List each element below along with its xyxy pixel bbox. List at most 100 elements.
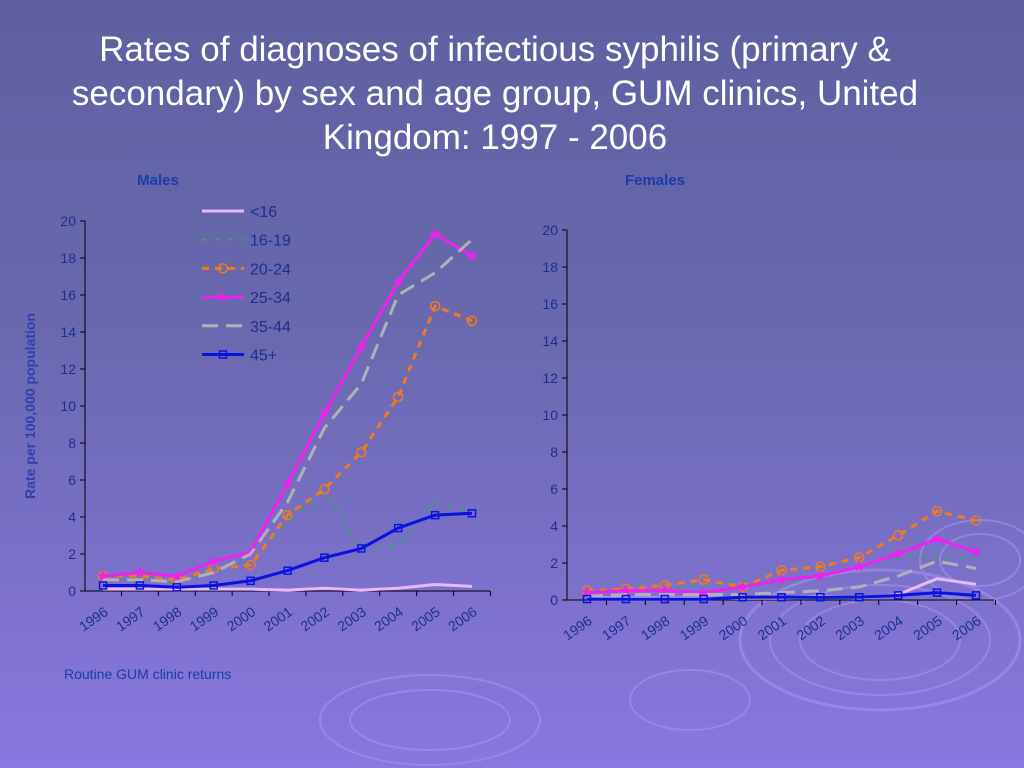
series-line [103, 583, 473, 592]
x-tick-label: 1997 [113, 603, 148, 634]
legend-item: 20-24 [202, 261, 291, 278]
data-point [660, 594, 670, 604]
data-point [318, 407, 330, 419]
y-tick-label: 20 [60, 213, 76, 229]
y-tick-label: 0 [550, 592, 558, 608]
slide-title: Rates of diagnoses of infectious syphili… [71, 30, 919, 157]
data-point [698, 574, 709, 585]
x-tick-label: 2004 [871, 612, 906, 643]
series-line [587, 591, 977, 601]
y-tick-label: 14 [60, 324, 76, 340]
data-point [245, 559, 256, 571]
series-45 [582, 588, 981, 604]
series-line [103, 511, 473, 589]
legend-item: 45+ [202, 348, 277, 365]
y-axis-label: Rate per 100,000 population [22, 313, 38, 499]
y-tick-label: 16 [542, 296, 558, 312]
series-2534 [581, 533, 982, 598]
data-point [582, 594, 592, 604]
data-point [816, 592, 825, 602]
series-3544 [586, 559, 977, 598]
data-point [931, 505, 943, 517]
data-point [357, 544, 366, 553]
legend: <16 16-19 20-24 25-34 35-44 45+ [202, 204, 291, 365]
x-tick-label: 2006 [445, 603, 480, 634]
x-tick-label: 1996 [560, 612, 595, 643]
series-line [103, 238, 474, 584]
x-tick-label: 2001 [261, 603, 296, 634]
data-point [467, 509, 477, 518]
data-point [932, 588, 942, 597]
legend-label: 25-34 [250, 290, 291, 307]
y-tick-label: 10 [60, 398, 76, 414]
data-point [282, 509, 293, 521]
y-tick-label: 16 [60, 287, 76, 303]
series-line [586, 559, 977, 598]
x-tick-label: 2000 [224, 603, 259, 634]
series-16 [103, 583, 473, 592]
y-tick-label: 18 [542, 259, 558, 275]
panel-title: Females [625, 172, 685, 189]
data-point [892, 530, 904, 541]
data-point [135, 581, 145, 590]
x-tick-label: 1999 [187, 603, 222, 634]
x-tick-label: 2001 [755, 612, 790, 643]
legend-label: 35-44 [250, 319, 291, 336]
source-note: Routine GUM clinic returns [64, 666, 232, 682]
data-point [281, 477, 294, 489]
data-point [430, 510, 440, 520]
series-45 [98, 509, 477, 592]
y-tick-label: 8 [550, 444, 558, 460]
data-point [931, 533, 943, 544]
x-tick-label: 2003 [832, 612, 867, 643]
x-tick-label: 2003 [334, 603, 369, 634]
x-tick-label: 1999 [677, 612, 712, 643]
data-point [893, 591, 903, 600]
y-tick-label: 4 [68, 509, 76, 525]
x-tick-label: 2000 [716, 612, 751, 643]
data-point [429, 228, 441, 239]
data-point [737, 581, 749, 592]
data-point [892, 548, 904, 559]
data-point [738, 592, 747, 602]
data-point [621, 594, 631, 604]
data-point [855, 592, 864, 602]
legend-item: 35-44 [202, 319, 291, 336]
x-tick-label: 1996 [76, 603, 111, 634]
y-tick-label: 20 [542, 222, 558, 238]
y-tick-label: 0 [68, 583, 76, 599]
y-tick-label: 2 [68, 546, 76, 562]
data-point [393, 523, 403, 533]
data-point [853, 560, 865, 572]
legend-marker [217, 291, 229, 302]
data-point [283, 566, 292, 575]
data-point [429, 300, 441, 312]
data-point [775, 573, 788, 585]
legend-label: <16 [250, 204, 277, 221]
data-point [466, 250, 478, 261]
data-point [392, 391, 404, 402]
legend-marker [217, 263, 229, 274]
series-3544 [103, 238, 474, 584]
y-tick-label: 8 [68, 435, 76, 451]
series-2534 [97, 228, 478, 581]
y-tick-label: 6 [68, 472, 76, 488]
y-tick-label: 18 [60, 250, 76, 266]
data-point [356, 447, 367, 458]
data-point [246, 576, 255, 586]
x-tick-label: 2002 [297, 603, 332, 634]
data-point [208, 555, 220, 567]
data-point [814, 570, 826, 581]
y-tick-label: 6 [550, 481, 558, 497]
legend-item: <16 [202, 204, 277, 221]
data-point [320, 553, 329, 562]
data-point [319, 484, 330, 495]
legend-label: 45+ [250, 348, 277, 365]
x-tick-label: 1997 [599, 612, 634, 643]
series-line [102, 232, 473, 578]
x-tick-label: 1998 [150, 603, 185, 634]
data-point [466, 315, 478, 327]
x-tick-label: 2002 [793, 612, 828, 643]
